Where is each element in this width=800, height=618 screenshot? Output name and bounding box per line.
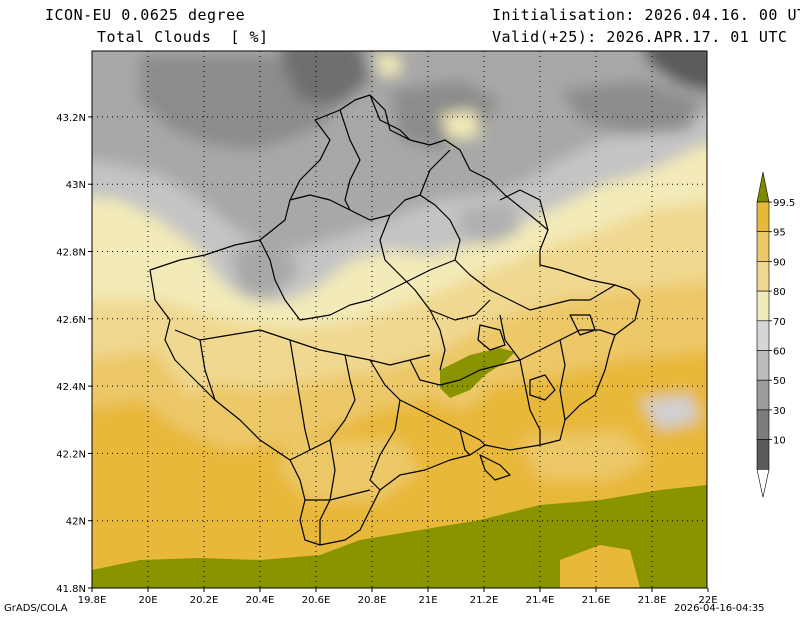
lon-label: 21.4E [526,595,555,606]
footer-right: 2026-04-16-04:35 [674,603,765,614]
lon-label: 20.6E [302,595,331,606]
legend-label: 50 [773,376,786,387]
lat-label: 42.8N [56,248,86,259]
legend-label: 80 [773,287,786,298]
legend-swatch [756,320,770,351]
init-time: Initialisation: 2026.04.16. 00 UTC [492,6,800,24]
legend-swatch [756,261,770,292]
lon-label: 21.2E [470,595,499,606]
legend-swatch [756,290,770,322]
lat-label: 43N [66,180,86,191]
lon-label: 20E [138,595,157,606]
cloud-field [92,51,707,588]
lat-label: 43.2N [56,113,86,124]
lon-label: 21E [418,595,437,606]
lon-label: 19.8E [78,595,107,606]
legend-label: 99.5 [773,198,795,209]
legend-swatch [756,350,770,381]
lat-label: 42N [66,517,86,528]
lat-label: 42.6N [56,315,86,326]
legend-swatch [756,439,770,470]
valid-time: Valid(+25): 2026.APR.17. 01 UTC [492,28,788,46]
legend-label: 90 [773,257,786,268]
legend-label: 95 [773,228,786,239]
variable-title: Total Clouds [ %] [97,28,269,46]
lat-label: 42.4N [56,382,86,393]
legend-label: 70 [773,317,786,328]
lon-label: 20.4E [246,595,275,606]
lat-label: 42.2N [56,449,86,460]
legend-label: 10 [773,436,786,447]
lon-label: 20.8E [358,595,387,606]
footer-left: GrADS/COLA [4,603,68,614]
lat-axis-labels: 43.2N 43N 42.8N 42.6N 42.4N 42.2N 42N 41.8N [56,113,92,595]
lon-label: 22E [698,595,717,606]
legend-top-arrow [756,171,770,203]
color-legend: 99.5 95 90 80 70 60 50 30 10 [756,171,795,498]
legend-bottom-arrow [756,468,770,498]
legend-swatch [756,231,770,262]
map-frame [91,50,708,589]
legend-label: 60 [773,347,786,358]
lon-axis-labels: 19.8E 20E 20.2E 20.4E 20.6E 20.8E 21E 21.2E 21.4… [78,588,718,606]
legend-label: 30 [773,406,786,417]
legend-swatch [756,201,770,233]
model-title: ICON-EU 0.0625 degree [45,6,246,24]
legend-swatch [756,379,770,411]
lon-label: 21.6E [582,595,611,606]
lon-label: 20.2E [190,595,219,606]
lat-label: 41.8N [56,584,86,595]
lon-label: 21.8E [638,595,667,606]
legend-swatch [756,409,770,440]
admin-borders [149,94,641,546]
